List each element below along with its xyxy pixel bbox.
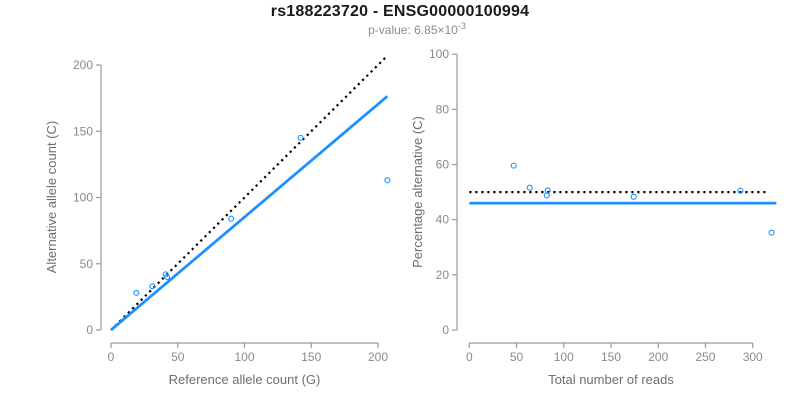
right-plot-x-tick-label: 250 <box>695 350 715 364</box>
right-plot-data-point <box>630 193 637 200</box>
right-plot-x-tick-label: 300 <box>743 350 763 364</box>
figure-title: rs188223720 - ENSG00000100994 <box>270 3 530 20</box>
left-plot-x-tick-label: 100 <box>234 350 254 364</box>
right-plot-data-point <box>543 192 550 199</box>
left-plot-y-tick-label: 200 <box>73 58 93 72</box>
right-plot-data-point <box>510 162 517 169</box>
right-plot-y-tick-label: 0 <box>442 323 449 337</box>
left-plot-y-axis-label: Alternative allele count (C) <box>44 121 59 273</box>
right-plot-y-tick-label: 100 <box>429 47 449 61</box>
left-plot-data-point <box>164 273 171 281</box>
left-plot-y-tick-label: 150 <box>73 124 93 138</box>
right-plot-y-axis-label: Percentage alternative (C) <box>410 116 425 268</box>
right-plot-data-point <box>768 229 775 236</box>
p-value-exponent: -3 <box>457 21 466 31</box>
figure-subtitle: p-value: 6.85×10-3 <box>17 21 800 38</box>
right-plot-data-point <box>737 187 744 194</box>
right-plot-y-tick-label: 60 <box>436 158 450 172</box>
right-plot-x-tick-label: 150 <box>601 350 621 364</box>
left-plot-data-point <box>384 177 391 184</box>
right-plot-x-tick-label: 200 <box>648 350 668 364</box>
left-plot-data-point <box>133 289 140 296</box>
left-plot-x-axis-label: Reference allele count (G) <box>169 372 321 387</box>
right-plot-data-point <box>526 184 533 191</box>
right-plot-x-tick-label: 50 <box>510 350 524 364</box>
left-plot-x-tick-label: 0 <box>108 350 115 364</box>
right-plot-x-axis-label: Total number of reads <box>548 372 674 387</box>
right-plot-y-tick-label: 80 <box>436 102 450 116</box>
left-plot-data-point <box>228 215 235 222</box>
right-plot-x-tick-label: 0 <box>466 350 473 364</box>
left-plot-data-point <box>297 134 304 141</box>
left-plot-x-tick-label: 200 <box>368 350 388 364</box>
left-plot-y-tick-label: 0 <box>86 323 93 337</box>
right-plot-y-tick-label: 40 <box>436 213 450 227</box>
right-plot-x-tick-label: 100 <box>554 350 574 364</box>
fitted-ratio-line <box>110 95 389 332</box>
identity-line <box>110 54 389 331</box>
right-plot-y-tick-label: 20 <box>436 268 450 282</box>
p-value-text: p-value: 6.85×10 <box>368 23 458 37</box>
left-plot-y-tick-label: 50 <box>80 257 94 271</box>
left-plot-x-tick-label: 50 <box>171 350 185 364</box>
left-plot-data-point <box>149 283 156 290</box>
left-plot-y-tick-label: 100 <box>73 191 93 205</box>
left-plot-x-tick-label: 150 <box>301 350 321 364</box>
